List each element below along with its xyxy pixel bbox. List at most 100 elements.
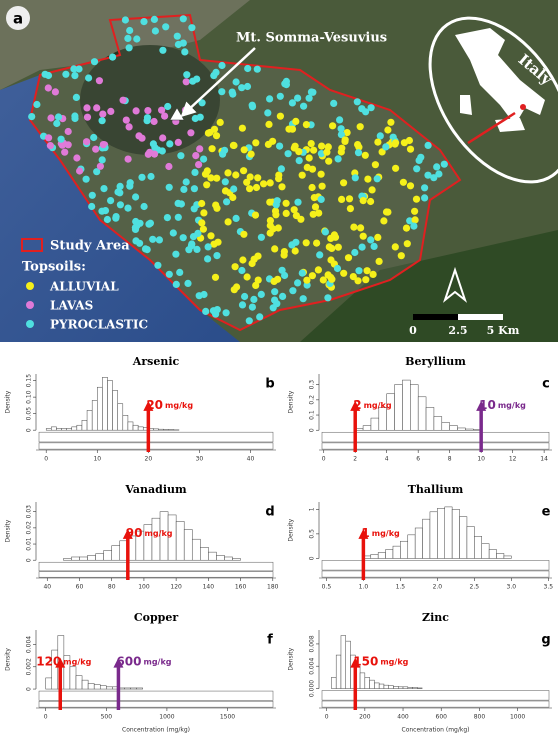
x-tick-label: 1500 [220, 714, 235, 721]
sample-point [209, 145, 216, 152]
sample-point [275, 172, 282, 179]
sample-point [352, 174, 359, 181]
histogram-bar [51, 427, 56, 430]
histogram-bar [56, 429, 61, 431]
histogram-bar [168, 515, 176, 560]
sample-point [283, 81, 290, 88]
y-tick-label: 1 [309, 507, 316, 511]
histogram-bar [398, 687, 403, 689]
histogram-bar [413, 687, 418, 688]
x-tick-label: 10 [93, 456, 101, 463]
y-tick-label: 0.004 [26, 636, 33, 653]
sample-point [202, 171, 209, 178]
sample-point [55, 113, 62, 120]
sample-point [239, 256, 246, 263]
x-axis-label: Concentration (mg/kg) [402, 727, 470, 734]
threshold-label: 1mg/kg [361, 525, 400, 539]
sample-point [340, 179, 347, 186]
x-tick-label: 100 [138, 584, 150, 591]
sample-point [28, 113, 35, 120]
sample-point [89, 192, 96, 199]
threshold-value: 600 [116, 654, 141, 668]
sample-point [138, 135, 145, 142]
sample-point [244, 65, 251, 72]
histogram-bar [113, 391, 118, 431]
threshold-label: 150mg/kg [353, 654, 408, 668]
sample-point [156, 236, 163, 243]
sample-point [212, 274, 219, 281]
histogram-bar [395, 385, 403, 431]
histogram-bar [497, 553, 504, 558]
histogram-bar [106, 687, 112, 689]
x-tick-label: 2.5 [470, 584, 480, 591]
sample-point [327, 256, 334, 263]
sample-point [76, 167, 83, 174]
sample-point [98, 208, 105, 215]
sample-point [357, 224, 364, 231]
x-tick-label: 2.0 [433, 584, 443, 591]
sample-point [374, 175, 381, 182]
histogram-bar [102, 377, 107, 430]
histogram-bar [138, 427, 143, 430]
sample-point [133, 107, 140, 114]
sample-point [229, 91, 236, 98]
sample-point [293, 212, 300, 219]
threshold-value: 1 [361, 525, 369, 539]
sample-point [165, 163, 172, 170]
histogram-bar [112, 546, 120, 561]
sample-point [189, 78, 196, 85]
x-tick-label: 30 [196, 456, 204, 463]
x-tick-label: 20 [145, 456, 153, 463]
threshold-unit: mg/kg [145, 528, 173, 537]
sample-point [175, 214, 182, 221]
panel-label: f [267, 633, 273, 648]
histogram-bar [370, 680, 375, 688]
histogram-bar [408, 535, 415, 559]
sample-point [238, 267, 245, 274]
sample-point [252, 212, 259, 219]
sample-point [202, 308, 209, 315]
x-tick-label: 2 [353, 456, 357, 463]
histogram-bar [46, 678, 52, 689]
histogram-bar [415, 528, 422, 558]
sample-point [126, 27, 133, 34]
x-tick-label: 4 [385, 456, 389, 463]
sample-point [166, 184, 173, 191]
panel-label: b [265, 377, 274, 392]
sample-point [318, 171, 325, 178]
sample-point [85, 74, 92, 81]
sample-point [62, 71, 69, 78]
sample-point [161, 113, 168, 120]
sample-point [382, 143, 389, 150]
histogram-bar [124, 688, 130, 689]
sample-point [354, 98, 361, 105]
sample-point [212, 202, 219, 209]
sample-point [159, 147, 166, 154]
histogram-bar [159, 429, 164, 430]
sample-point [192, 152, 199, 159]
sample-point [73, 154, 80, 161]
histogram-bar [379, 684, 384, 688]
sample-point [177, 152, 184, 159]
sample-point [210, 307, 217, 314]
sample-point [292, 247, 299, 254]
legend-swatch [26, 301, 34, 309]
panel-label: c [542, 377, 550, 392]
sample-point [217, 119, 224, 126]
threshold-value: 2 [353, 397, 361, 411]
sample-point [65, 128, 72, 135]
histogram-bar [46, 429, 51, 431]
histogram-panel: ZincgDensityConcentration (mg/kg)0200400… [288, 611, 553, 734]
threshold-label: 10mg/kg [479, 397, 526, 411]
sample-point [310, 147, 317, 154]
sample-point [207, 232, 214, 239]
sample-point [233, 215, 240, 222]
x-tick-label: 600 [436, 714, 448, 721]
y-tick-label: 0.1 [309, 410, 316, 420]
sample-point [252, 282, 259, 289]
sample-point [187, 129, 194, 136]
sample-point [285, 150, 292, 157]
histogram-bar [341, 636, 346, 689]
sample-point [304, 164, 311, 171]
y-axis-label: Density [5, 519, 12, 542]
